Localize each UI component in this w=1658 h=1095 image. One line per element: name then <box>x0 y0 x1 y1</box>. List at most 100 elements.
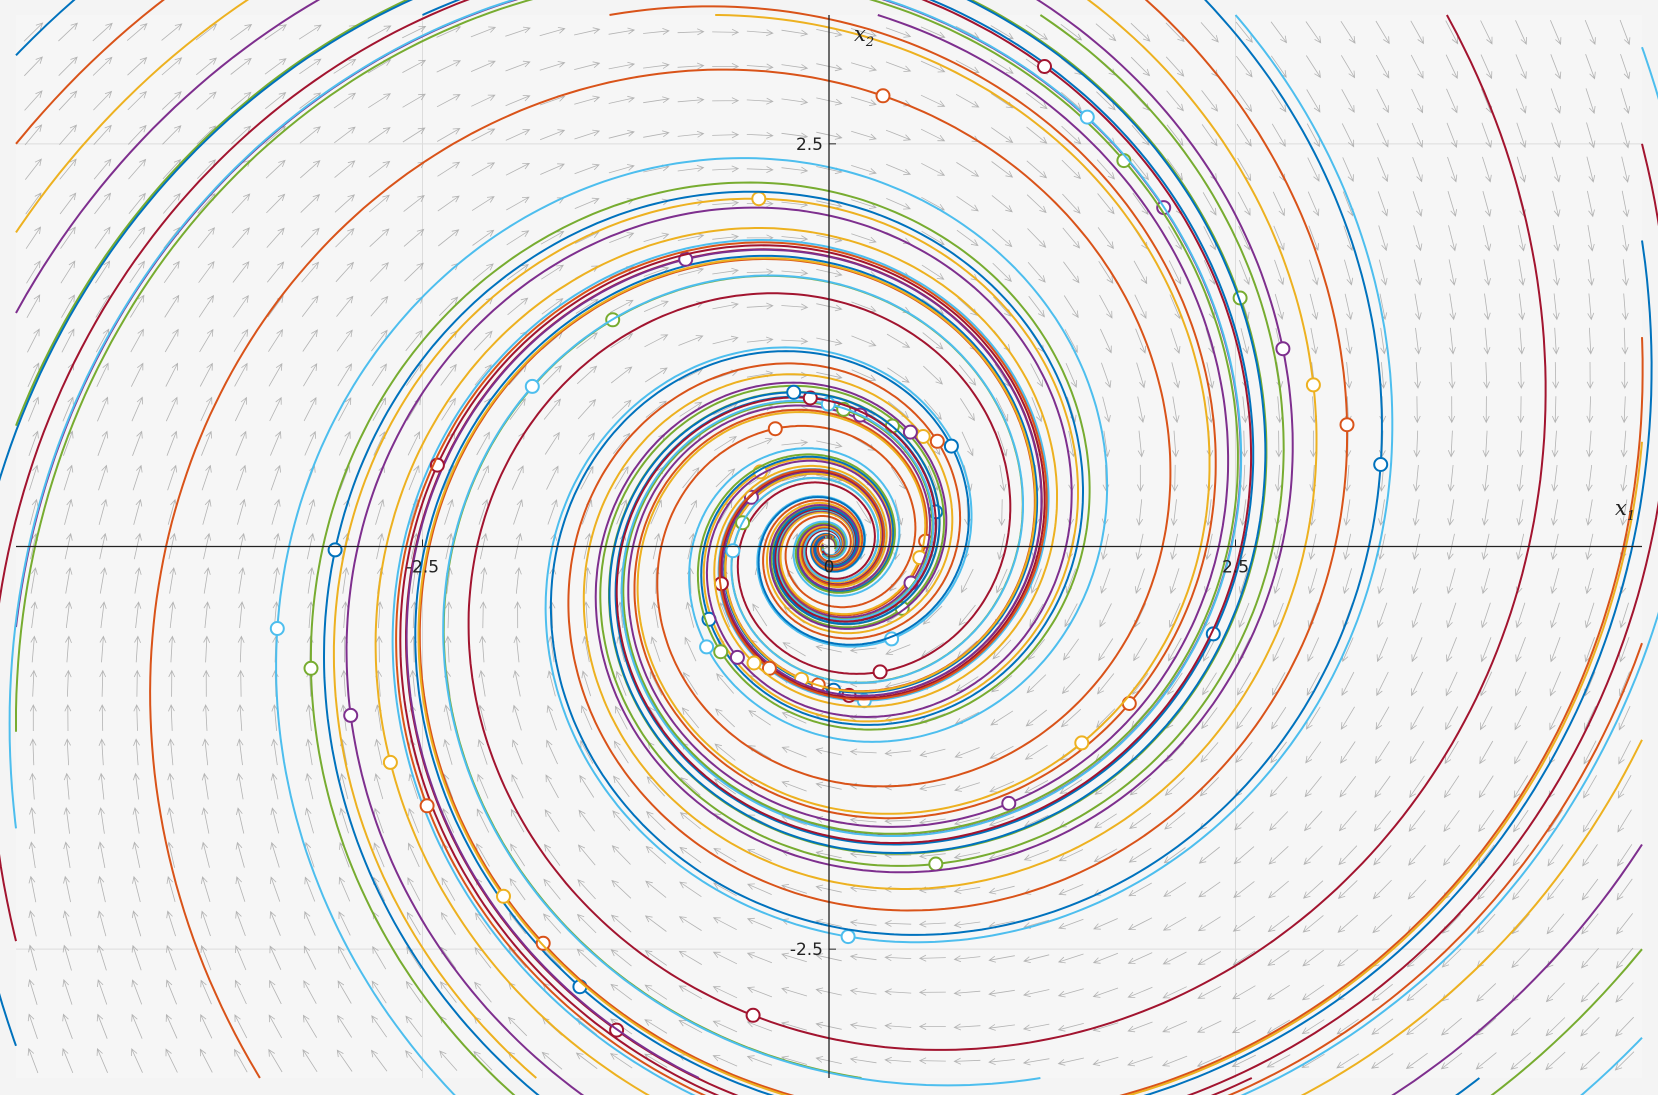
vector-arrow <box>196 57 218 76</box>
vector-arrow <box>1092 952 1119 964</box>
vector-arrow <box>746 917 772 930</box>
vector-arrow <box>712 28 740 36</box>
vector-arrow <box>235 841 245 868</box>
vector-arrow <box>856 501 872 524</box>
vector-arrow <box>988 989 1015 997</box>
vector-arrow <box>1127 1056 1153 1067</box>
vector-arrow <box>540 231 565 245</box>
vector-arrow <box>264 24 287 40</box>
vector-arrow <box>575 1052 598 1070</box>
vector-arrow <box>1096 91 1116 111</box>
vector-arrow <box>479 635 486 663</box>
vector-arrow <box>679 401 703 417</box>
vector-arrow <box>299 58 322 75</box>
vector-arrow <box>166 876 176 903</box>
vector-arrow <box>133 669 141 697</box>
vector-arrow <box>579 774 595 798</box>
vector-arrow <box>268 1048 283 1073</box>
vector-arrow <box>24 124 43 146</box>
vector-arrow <box>677 62 705 70</box>
vector-arrow <box>644 949 667 966</box>
vector-arrow <box>234 396 247 422</box>
vector-arrow <box>920 26 946 38</box>
vector-arrow <box>505 95 531 107</box>
vector-arrow <box>130 362 144 387</box>
vector-arrow <box>371 329 388 352</box>
vector-arrow <box>131 910 142 937</box>
vector-arrow <box>578 809 595 832</box>
vector-arrow <box>403 228 425 247</box>
vector-arrow <box>132 807 140 834</box>
vector-arrow <box>29 806 36 834</box>
vector-arrow <box>300 160 321 179</box>
vector-arrow <box>300 227 320 248</box>
vector-arrow <box>574 95 601 105</box>
vector-arrow <box>919 748 946 758</box>
vector-arrow <box>367 25 392 39</box>
vector-arrow <box>954 747 980 758</box>
vector-arrow <box>613 740 629 764</box>
vector-arrow <box>505 26 531 37</box>
vector-arrow <box>1027 228 1047 248</box>
vector-arrow <box>236 807 245 834</box>
trajectory-marker <box>303 660 319 676</box>
vector-arrow <box>402 127 426 143</box>
vector-arrow <box>546 465 559 490</box>
vector-arrow <box>581 670 592 697</box>
vector-arrow <box>1023 989 1050 998</box>
vector-arrow <box>643 232 670 242</box>
vector-arrow <box>610 983 633 1001</box>
vector-arrow <box>375 498 385 525</box>
vector-arrow <box>266 193 286 214</box>
vector-arrow <box>169 601 176 629</box>
vector-arrow <box>681 707 700 729</box>
vector-arrow <box>578 432 595 455</box>
trajectory-marker <box>1305 377 1321 393</box>
vector-arrow <box>299 126 321 144</box>
vector-arrow <box>60 226 76 249</box>
vector-arrow <box>992 639 1012 660</box>
vector-arrow <box>98 704 106 731</box>
vector-arrow <box>161 23 183 41</box>
vector-arrow <box>27 362 40 388</box>
vector-arrow <box>302 329 318 352</box>
vector-arrow <box>644 334 669 348</box>
vector-arrow <box>405 329 423 352</box>
vector-arrow <box>988 1058 1015 1065</box>
vector-arrow <box>746 268 774 276</box>
vector-arrow <box>1127 986 1153 998</box>
vector-arrow <box>128 226 146 249</box>
vector-arrow <box>131 979 143 1005</box>
trajectory-marker <box>745 1007 761 1023</box>
vector-arrow <box>1092 987 1119 998</box>
vector-arrow <box>712 63 740 70</box>
vector-arrow <box>167 772 175 800</box>
vector-arrow <box>28 875 37 903</box>
vector-arrow <box>65 601 73 629</box>
vector-arrow <box>199 362 213 387</box>
vector-arrow <box>885 61 912 72</box>
trajectory-marker <box>840 929 856 945</box>
vector-arrow <box>539 27 566 37</box>
vector-arrow <box>235 876 246 902</box>
vector-arrow <box>644 1019 668 1034</box>
vector-arrow <box>651 601 659 628</box>
vector-arrow <box>577 844 596 866</box>
vector-arrow <box>98 807 105 834</box>
vector-arrow <box>961 568 974 594</box>
vector-arrow <box>747 883 772 895</box>
vector-arrow <box>63 875 71 903</box>
vector-arrow <box>644 367 668 383</box>
vector-arrow <box>643 300 669 312</box>
vector-arrow <box>337 363 352 387</box>
vector-arrow <box>28 430 39 457</box>
vector-arrow <box>542 913 562 934</box>
vector-arrow <box>677 130 705 138</box>
vector-arrow <box>334 160 356 178</box>
vector-arrow <box>612 810 631 831</box>
vector-arrow <box>679 812 701 830</box>
trajectory-marker <box>767 421 783 437</box>
vector-arrow <box>611 879 632 899</box>
vector-arrow <box>132 464 143 491</box>
vector-arrow <box>99 635 107 663</box>
